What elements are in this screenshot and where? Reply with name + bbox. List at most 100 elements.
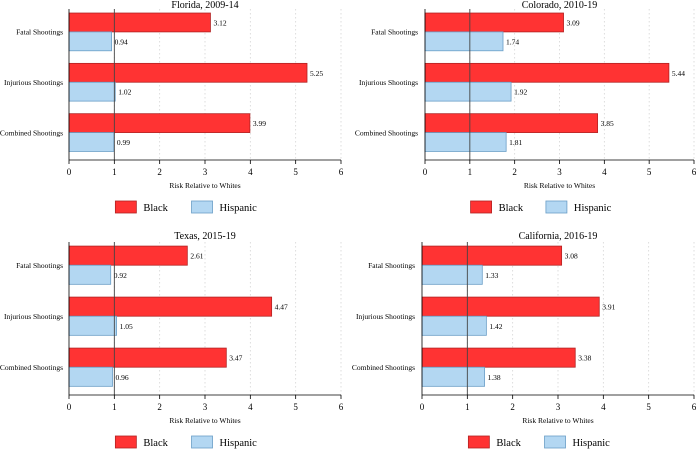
x-axis-title: Risk Relative to Whites: [522, 416, 593, 425]
x-tick-label: 4: [248, 402, 253, 412]
bar-hispanic: [68, 81, 116, 102]
x-tick-label: 6: [339, 167, 344, 177]
bar-hispanic: [68, 366, 113, 387]
bar-hispanic: [421, 366, 485, 387]
x-tick-label: 3: [203, 402, 208, 412]
legend-swatch-black: [470, 200, 492, 214]
bar-black: [68, 113, 251, 133]
chart-title: Florida, 2009-14: [171, 0, 238, 11]
x-tick-label: 1: [468, 167, 473, 177]
x-tick-label: 1: [465, 402, 470, 412]
legend-label-black: Black: [143, 203, 168, 214]
bar-hispanic: [421, 315, 487, 336]
category-label: Fatal Shootings: [368, 261, 415, 270]
x-tick-label: 4: [602, 167, 607, 177]
legend-swatch-black: [114, 435, 137, 449]
bar-hispanic: [424, 31, 504, 52]
x-tick-label: 0: [67, 402, 72, 412]
bar-hispanic: [68, 264, 112, 285]
bar-hispanic: [421, 264, 483, 285]
data-label: 3.99: [253, 119, 266, 128]
x-tick-label: 2: [157, 167, 162, 177]
category-label: Fatal Shootings: [16, 261, 63, 270]
x-axis-title: Risk Relative to Whites: [524, 181, 595, 190]
bar-hispanic: [424, 81, 512, 102]
legend: Black Hispanic: [467, 435, 610, 449]
legend-label-hispanic: Hispanic: [220, 203, 258, 214]
data-label: 3.12: [213, 18, 226, 27]
bar-hispanic: [68, 31, 113, 52]
data-label: 1.74: [506, 37, 519, 46]
category-label: Combined Shootings: [355, 128, 418, 137]
x-tick-label: 4: [248, 167, 253, 177]
legend-label-hispanic: Hispanic: [574, 203, 612, 214]
legend-label-black: Black: [143, 438, 168, 449]
data-label: 0.92: [114, 271, 127, 280]
legend: Black Hispanic: [470, 200, 612, 214]
chart-title: Texas, 2015-19: [174, 231, 236, 242]
x-tick-label: 2: [512, 167, 517, 177]
chart-panel: Texas, 2015-19 Fatal Shootings 2.61 0.92 Inj…: [0, 231, 344, 449]
legend-label-black: Black: [499, 203, 524, 214]
data-label: 5.25: [310, 69, 323, 78]
bar-hispanic: [68, 315, 117, 336]
data-label: 2.61: [190, 252, 203, 261]
x-tick-label: 2: [510, 402, 515, 412]
category-label: Injurious Shootings: [4, 78, 63, 87]
x-tick-label: 5: [293, 402, 298, 412]
data-label: 1.33: [485, 271, 498, 280]
bar-black: [68, 296, 273, 317]
bar-black: [421, 296, 600, 317]
x-tick-label: 5: [646, 402, 651, 412]
x-tick-label: 6: [339, 402, 344, 412]
legend-swatch-black: [467, 435, 490, 449]
bar-hispanic: [68, 132, 115, 152]
data-label: 3.08: [565, 252, 578, 261]
category-label: Injurious Shootings: [359, 78, 418, 87]
data-label: 4.47: [275, 303, 288, 312]
x-tick-label: 4: [601, 402, 606, 412]
legend-label-black: Black: [496, 438, 521, 449]
data-label: 1.92: [514, 88, 527, 97]
data-label: 3.09: [567, 18, 580, 27]
x-tick-label: 3: [203, 167, 208, 177]
chart-panel: Florida, 2009-14 Fatal Shootings 3.12 0.94 I…: [0, 0, 344, 214]
data-label: 3.38: [578, 354, 591, 363]
legend-label-hispanic: Hispanic: [220, 438, 258, 449]
category-label: Combined Shootings: [352, 363, 415, 372]
bar-black: [424, 113, 599, 133]
legend-swatch-black: [114, 200, 137, 214]
bar-black: [421, 347, 576, 368]
bar-black: [68, 245, 188, 266]
chart-panel: Colorado, 2010-19 Fatal Shootings 3.09 1.74…: [355, 0, 697, 214]
legend-swatch-hispanic: [191, 435, 213, 449]
category-label: Fatal Shootings: [16, 28, 63, 37]
data-label: 3.85: [601, 119, 614, 128]
category-label: Injurious Shootings: [356, 312, 415, 321]
data-label: 1.81: [509, 138, 522, 147]
legend-swatch-hispanic: [544, 435, 566, 449]
chart-title: California, 2016-19: [519, 231, 598, 242]
bar-black: [424, 12, 564, 33]
x-axis-title: Risk Relative to Whites: [169, 181, 240, 190]
legend: Black Hispanic: [114, 435, 258, 449]
bar-black: [68, 62, 308, 83]
data-label: 1.02: [118, 88, 131, 97]
data-label: 5.44: [672, 69, 685, 78]
legend-swatch-hispanic: [545, 200, 568, 214]
x-tick-label: 6: [692, 167, 697, 177]
x-tick-label: 0: [423, 167, 428, 177]
x-tick-label: 6: [692, 402, 697, 412]
data-label: 3.47: [229, 354, 242, 363]
x-tick-label: 0: [67, 167, 72, 177]
chart-title: Colorado, 2010-19: [522, 0, 598, 11]
legend: Black Hispanic: [114, 200, 258, 214]
legend-swatch-hispanic: [191, 200, 213, 214]
data-label: 0.99: [117, 138, 130, 147]
data-label: 0.96: [116, 373, 129, 382]
x-tick-label: 1: [112, 167, 117, 177]
category-label: Fatal Shootings: [371, 28, 418, 37]
x-tick-label: 2: [157, 402, 162, 412]
x-tick-label: 5: [293, 167, 298, 177]
